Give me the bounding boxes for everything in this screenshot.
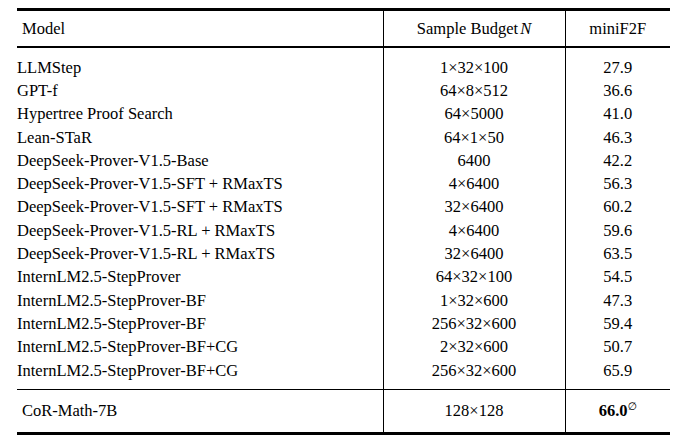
- header-budget-label: Sample Budget: [417, 19, 518, 38]
- table-row: Hypertree Proof Search 64×5000 41.0: [17, 103, 670, 126]
- model-cell: DeepSeek-Prover-V1.5-SFT + RMaxTS: [17, 196, 383, 219]
- score-cell: 59.4: [565, 312, 670, 335]
- paper-table-page: Model Sample BudgetN miniF2F LLMStep 1×3…: [0, 0, 690, 443]
- budget-cell: 4×6400: [383, 219, 565, 242]
- model-cell: DeepSeek-Prover-V1.5-RL + RMaxTS: [17, 242, 383, 265]
- score-cell: 56.3: [565, 172, 670, 195]
- budget-cell: 6400: [383, 149, 565, 172]
- score-cell: 66.0∅: [565, 390, 670, 434]
- highlight-row: CoR-Math-7B 128×128 66.0∅: [17, 390, 670, 434]
- score-cell: 27.9: [565, 47, 670, 79]
- score-cell: 42.2: [565, 149, 670, 172]
- model-cell: Lean-STaR: [17, 126, 383, 149]
- model-cell: DeepSeek-Prover-V1.5-RL + RMaxTS: [17, 219, 383, 242]
- score-cell: 60.2: [565, 196, 670, 219]
- model-cell: DeepSeek-Prover-V1.5-SFT + RMaxTS: [17, 172, 383, 195]
- budget-cell: 64×8×512: [383, 79, 565, 102]
- table-body: LLMStep 1×32×100 27.9 GPT-f 64×8×512 36.…: [17, 47, 670, 390]
- model-cell: InternLM2.5-StepProver-BF: [17, 312, 383, 335]
- table-final-section: CoR-Math-7B 128×128 66.0∅: [17, 390, 670, 434]
- score-cell: 41.0: [565, 103, 670, 126]
- score-cell: 54.5: [565, 266, 670, 289]
- emptyset-superscript: ∅: [628, 400, 637, 412]
- header-row: Model Sample BudgetN miniF2F: [17, 10, 670, 48]
- table-row: InternLM2.5-StepProver-BF 1×32×600 47.3: [17, 289, 670, 312]
- table-row: DeepSeek-Prover-V1.5-Base 6400 42.2: [17, 149, 670, 172]
- score-cell: 47.3: [565, 289, 670, 312]
- table-row: DeepSeek-Prover-V1.5-SFT + RMaxTS 32×640…: [17, 196, 670, 219]
- table-row: LLMStep 1×32×100 27.9: [17, 47, 670, 79]
- budget-cell: 64×5000: [383, 103, 565, 126]
- table-row: InternLM2.5-StepProver-BF+CG 2×32×600 50…: [17, 336, 670, 359]
- final-score-value: 66.0: [599, 401, 628, 420]
- model-cell: InternLM2.5-StepProver-BF+CG: [17, 359, 383, 390]
- budget-cell: 1×32×600: [383, 289, 565, 312]
- budget-cell: 32×6400: [383, 196, 565, 219]
- budget-cell: 256×32×600: [383, 359, 565, 390]
- score-cell: 63.5: [565, 242, 670, 265]
- model-cell: InternLM2.5-StepProver-BF: [17, 289, 383, 312]
- table-row: GPT-f 64×8×512 36.6: [17, 79, 670, 102]
- score-cell: 36.6: [565, 79, 670, 102]
- budget-cell: 1×32×100: [383, 47, 565, 79]
- model-cell: CoR-Math-7B: [17, 390, 383, 434]
- model-cell: DeepSeek-Prover-V1.5-Base: [17, 149, 383, 172]
- table-row: Lean-STaR 64×1×50 46.3: [17, 126, 670, 149]
- score-cell: 46.3: [565, 126, 670, 149]
- model-cell: GPT-f: [17, 79, 383, 102]
- budget-cell: 64×1×50: [383, 126, 565, 149]
- budget-cell: 128×128: [383, 390, 565, 434]
- header-minif2f-label: miniF2F: [589, 19, 646, 38]
- results-table: Model Sample BudgetN miniF2F LLMStep 1×3…: [17, 8, 670, 435]
- header-model-label: Model: [22, 19, 65, 38]
- table-row: DeepSeek-Prover-V1.5-RL + RMaxTS 32×6400…: [17, 242, 670, 265]
- header-minif2f: miniF2F: [565, 10, 670, 48]
- model-cell: Hypertree Proof Search: [17, 103, 383, 126]
- score-cell: 59.6: [565, 219, 670, 242]
- budget-cell: 4×6400: [383, 172, 565, 195]
- table-row: DeepSeek-Prover-V1.5-RL + RMaxTS 4×6400 …: [17, 219, 670, 242]
- table-row: InternLM2.5-StepProver-BF+CG 256×32×600 …: [17, 359, 670, 390]
- budget-cell: 32×6400: [383, 242, 565, 265]
- budget-cell: 2×32×600: [383, 336, 565, 359]
- budget-cell: 256×32×600: [383, 312, 565, 335]
- model-cell: InternLM2.5-StepProver: [17, 266, 383, 289]
- table-row: InternLM2.5-StepProver-BF 256×32×600 59.…: [17, 312, 670, 335]
- model-cell: LLMStep: [17, 47, 383, 79]
- score-cell: 50.7: [565, 336, 670, 359]
- budget-cell: 64×32×100: [383, 266, 565, 289]
- table-row: InternLM2.5-StepProver 64×32×100 54.5: [17, 266, 670, 289]
- table-row: DeepSeek-Prover-V1.5-SFT + RMaxTS 4×6400…: [17, 172, 670, 195]
- model-cell: InternLM2.5-StepProver-BF+CG: [17, 336, 383, 359]
- table-header: Model Sample BudgetN miniF2F: [17, 10, 670, 48]
- score-cell: 65.9: [565, 359, 670, 390]
- header-sample-budget: Sample BudgetN: [383, 10, 565, 48]
- header-budget-math-n: N: [518, 19, 531, 38]
- header-model: Model: [17, 10, 383, 48]
